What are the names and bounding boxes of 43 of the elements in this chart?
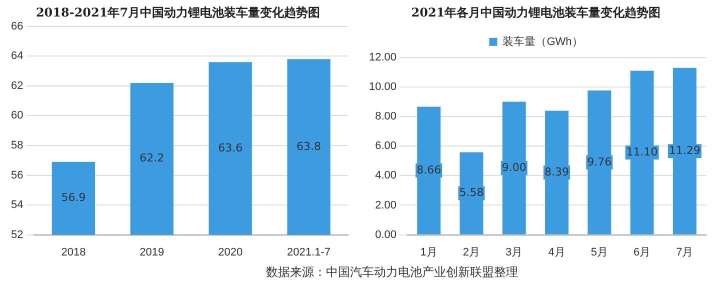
y-tick-label: 54	[10, 199, 24, 212]
data-label: 56.9	[61, 191, 86, 204]
x-tick-label: 2018	[61, 246, 86, 258]
y-tick-label: 64	[10, 50, 24, 62]
chart-title: 2018-2021年7月中国动力锂电池装车量变化趋势图	[36, 5, 320, 20]
y-tick-label: 8.00	[375, 110, 397, 123]
y-tick-label: 12.00	[368, 51, 397, 64]
y-tick-label: 58	[10, 140, 24, 152]
y-tick-label: 4.00	[375, 170, 397, 182]
y-tick-label: 66	[10, 20, 24, 32]
data-label: 8.66	[416, 163, 442, 176]
y-tick-label: 2.00	[375, 199, 397, 212]
x-tick-label: 5月	[590, 246, 608, 258]
y-tick-label: 60	[10, 110, 24, 122]
x-tick-label: 7月	[676, 246, 694, 258]
x-tick-label: 4月	[548, 246, 566, 258]
data-label: 9.76	[587, 155, 612, 168]
x-tick-label: 2020	[218, 246, 243, 258]
source-note: 数据来源：中国汽车动力电池产业创新联盟整理	[265, 264, 519, 281]
data-label: 9.00	[502, 160, 526, 174]
data-label: 5.58	[459, 186, 484, 200]
x-tick-label: 6月	[633, 246, 651, 258]
y-tick-label: 52	[10, 228, 24, 241]
x-tick-label: 2021.1-7	[287, 246, 330, 258]
y-tick-label: 6.00	[375, 140, 397, 152]
data-label: 63.6	[218, 141, 243, 154]
chart-title: 2021年各月中国动力锂电池装车量变化趋势图	[411, 5, 661, 20]
data-label: 62.2	[140, 152, 164, 165]
x-tick-label: 2019	[140, 246, 164, 258]
legend-label: 装车量（GWh）	[502, 34, 583, 48]
bar	[502, 102, 526, 234]
x-tick-label: 1月	[420, 246, 438, 258]
data-label: 63.8	[296, 140, 322, 153]
bar	[588, 90, 612, 234]
y-tick-label: 0.00	[375, 228, 397, 241]
y-tick-label: 56	[10, 169, 24, 182]
x-tick-label: 2月	[462, 246, 480, 258]
x-tick-label: 3月	[506, 246, 523, 258]
data-label: 8.39	[544, 165, 570, 178]
y-tick-label: 62	[10, 80, 24, 92]
data-label: 11.29	[668, 144, 700, 157]
y-tick-label: 10.00	[368, 81, 397, 93]
data-label: 11.10	[626, 145, 658, 158]
